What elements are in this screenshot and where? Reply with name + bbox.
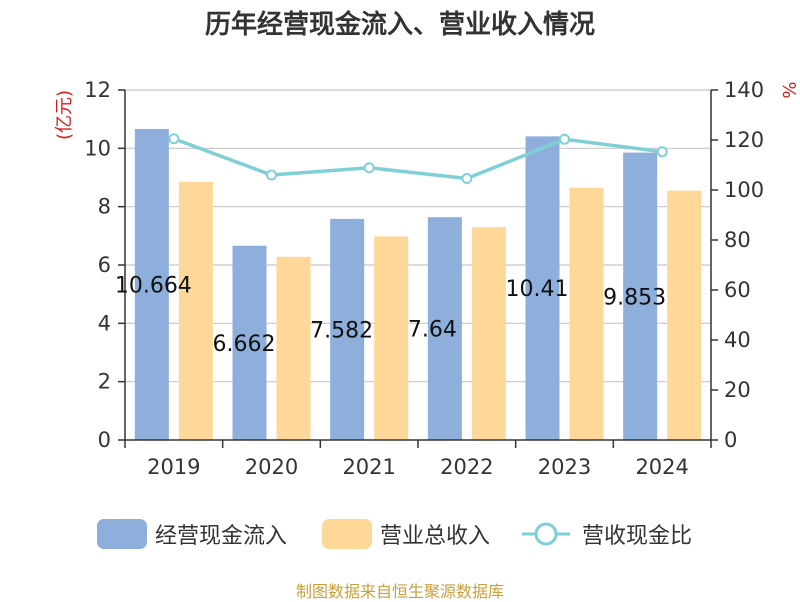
x-tick-label-2020: 2020 <box>245 455 298 479</box>
bar-cash-inflow-2023[interactable] <box>525 136 560 440</box>
data-label-2019: 10.664 <box>115 273 192 298</box>
bar-revenue-2022[interactable] <box>471 227 506 440</box>
y-right-unit-label: % <box>778 81 799 98</box>
y-left-tick-label: 10 <box>84 136 111 160</box>
bar-cash-inflow-2024[interactable] <box>623 152 658 440</box>
y-right-tick-label: 60 <box>724 278 751 302</box>
y-left-tick-label: 2 <box>98 370 111 394</box>
bar-cash-inflow-2019[interactable] <box>134 128 169 440</box>
legend-label-cash-inflow: 经营现金流入 <box>155 524 288 549</box>
legend-line-icon <box>522 522 570 546</box>
legend-label-revenue: 营业总收入 <box>380 524 491 549</box>
ratio-point-2024[interactable] <box>656 146 668 158</box>
ratio-point-2023[interactable] <box>559 133 570 145</box>
y-left-tick-label: 6 <box>98 253 111 277</box>
ratio-line <box>173 137 663 181</box>
data-label-2020: 6.662 <box>213 332 276 357</box>
legend-item-ratio[interactable]: 营收现金比 <box>520 516 692 552</box>
ratio-point-2020[interactable] <box>266 169 277 181</box>
x-tick-label-2024: 2024 <box>635 455 688 479</box>
y-right-tick-label: 100 <box>724 178 764 202</box>
legend-swatch-revenue <box>322 519 372 549</box>
bars-layer <box>134 128 702 440</box>
y-left-tick-label: 4 <box>98 311 111 335</box>
labels-layer: 10.664 6.662 7.582 7.64 10.41 9.853 <box>115 273 666 356</box>
y-left-tick-label: 0 <box>98 428 111 452</box>
ratio-point-2019[interactable] <box>168 133 180 145</box>
y-right-tick-label: 40 <box>724 328 751 352</box>
bar-revenue-2023[interactable] <box>569 187 604 440</box>
bar-revenue-2019[interactable] <box>178 181 213 440</box>
x-tick-label-2022: 2022 <box>440 455 493 479</box>
grid-layer <box>125 89 711 383</box>
bar-revenue-2020[interactable] <box>276 256 311 440</box>
x-tick-label-2021: 2021 <box>342 455 395 479</box>
bar-cash-inflow-2022[interactable] <box>427 217 462 440</box>
bar-cash-inflow-2021[interactable] <box>330 218 365 440</box>
data-label-2023: 10.41 <box>506 277 569 302</box>
y-left-unit-label: (亿元) <box>54 90 75 140</box>
y-right-tick-label: 140 <box>724 78 764 102</box>
bar-revenue-2021[interactable] <box>374 236 409 440</box>
chart-title: 历年经营现金流入、营业收入情况 <box>204 10 595 40</box>
y-right-tick-label: 0 <box>724 428 737 452</box>
legend-item-cash-inflow[interactable]: 经营现金流入 <box>97 516 287 552</box>
ratio-point-2021[interactable] <box>363 162 375 174</box>
legend-swatch-cash-inflow <box>97 519 147 549</box>
y-left-tick-label: 8 <box>98 195 111 219</box>
y-right-tick-label: 20 <box>724 378 751 402</box>
line-layer <box>168 133 668 184</box>
bar-revenue-2024[interactable] <box>667 190 702 440</box>
x-tick-label-2023: 2023 <box>538 455 591 479</box>
legend-item-revenue[interactable]: 营业总收入 <box>322 516 490 552</box>
data-label-2022: 7.64 <box>408 318 457 343</box>
y-right-tick-label: 120 <box>724 128 764 152</box>
data-label-2024: 9.853 <box>603 285 666 310</box>
data-label-2021: 7.582 <box>310 318 373 343</box>
y-right-tick-label: 80 <box>724 228 751 252</box>
x-tick-label-2019: 2019 <box>147 455 200 479</box>
bar-cash-inflow-2020[interactable] <box>232 245 267 440</box>
ratio-point-2022[interactable] <box>461 173 473 184</box>
legend-label-ratio: 营收现金比 <box>582 524 693 549</box>
source-note: 制图数据来自恒生聚源数据库 <box>295 582 504 601</box>
y-left-tick-label: 12 <box>84 78 111 102</box>
